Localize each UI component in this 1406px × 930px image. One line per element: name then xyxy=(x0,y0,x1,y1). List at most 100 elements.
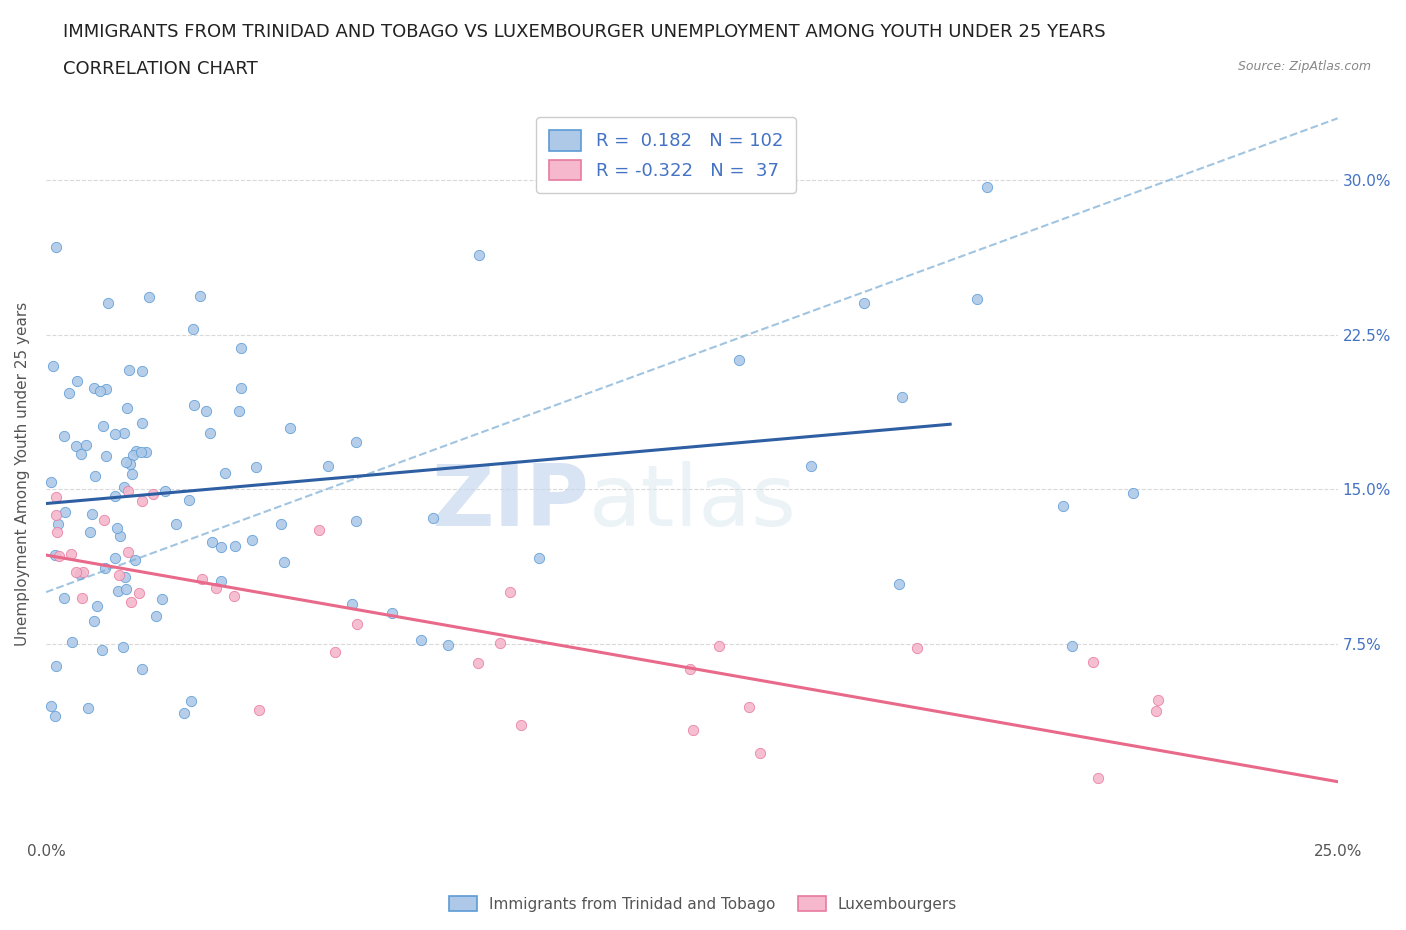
Point xyxy=(887,577,910,591)
Point xyxy=(468,247,491,262)
Point xyxy=(344,435,367,450)
Point xyxy=(150,591,173,606)
Point xyxy=(42,359,65,374)
Point xyxy=(66,374,89,389)
Point xyxy=(58,385,80,400)
Text: CORRELATION CHART: CORRELATION CHART xyxy=(63,60,259,78)
Point xyxy=(120,594,142,609)
Point xyxy=(209,539,232,554)
Point xyxy=(188,288,211,303)
Point xyxy=(270,516,292,531)
Point xyxy=(94,561,117,576)
Point xyxy=(191,571,214,586)
Point xyxy=(467,656,489,671)
Point xyxy=(224,538,246,553)
Text: atlas: atlas xyxy=(589,461,796,544)
Point xyxy=(273,554,295,569)
Point xyxy=(117,544,139,559)
Point xyxy=(682,723,704,737)
Point xyxy=(53,505,76,520)
Text: Source: ZipAtlas.com: Source: ZipAtlas.com xyxy=(1237,60,1371,73)
Point xyxy=(65,438,87,453)
Point xyxy=(131,364,153,379)
Point xyxy=(70,591,93,605)
Point xyxy=(39,475,62,490)
Point xyxy=(153,484,176,498)
Point xyxy=(110,528,132,543)
Point xyxy=(105,521,128,536)
Legend: Immigrants from Trinidad and Tobago, Luxembourgers: Immigrants from Trinidad and Tobago, Lux… xyxy=(443,889,963,918)
Point xyxy=(69,446,91,461)
Point xyxy=(852,296,875,311)
Point xyxy=(1147,693,1170,708)
Point xyxy=(749,745,772,760)
Point xyxy=(229,341,252,356)
Point xyxy=(800,458,823,473)
Point xyxy=(112,479,135,494)
Point xyxy=(145,608,167,623)
Text: IMMIGRANTS FROM TRINIDAD AND TOBAGO VS LUXEMBOURGER UNEMPLOYMENT AMONG YOUTH UND: IMMIGRANTS FROM TRINIDAD AND TOBAGO VS L… xyxy=(63,23,1107,41)
Point xyxy=(60,635,83,650)
Point xyxy=(104,427,127,442)
Point xyxy=(245,459,267,474)
Point xyxy=(409,633,432,648)
Point xyxy=(75,437,97,452)
Y-axis label: Unemployment Among Youth under 25 years: Unemployment Among Youth under 25 years xyxy=(15,301,30,645)
Point xyxy=(117,401,139,416)
Point xyxy=(76,700,98,715)
Point xyxy=(83,613,105,628)
Point xyxy=(905,640,928,655)
Point xyxy=(177,492,200,507)
Point xyxy=(124,552,146,567)
Point xyxy=(44,547,66,562)
Point xyxy=(180,694,202,709)
Point xyxy=(131,416,153,431)
Point xyxy=(278,420,301,435)
Point xyxy=(128,585,150,600)
Point xyxy=(316,458,339,473)
Point xyxy=(205,580,228,595)
Point xyxy=(122,447,145,462)
Point xyxy=(1122,485,1144,500)
Point xyxy=(118,457,141,472)
Point xyxy=(679,662,702,677)
Point xyxy=(249,702,271,717)
Point xyxy=(325,644,347,659)
Point xyxy=(891,390,914,405)
Point xyxy=(738,700,761,715)
Point xyxy=(1083,655,1105,670)
Point xyxy=(53,429,76,444)
Point xyxy=(1087,770,1109,785)
Point xyxy=(707,639,730,654)
Point xyxy=(224,589,246,604)
Point xyxy=(194,403,217,418)
Point xyxy=(93,512,115,527)
Point xyxy=(308,523,330,538)
Point xyxy=(65,565,87,579)
Point xyxy=(422,511,444,525)
Point xyxy=(231,380,253,395)
Point xyxy=(39,698,62,713)
Point xyxy=(83,380,105,395)
Point xyxy=(976,179,998,194)
Point xyxy=(114,455,136,470)
Point xyxy=(489,635,512,650)
Point xyxy=(527,551,550,565)
Point xyxy=(183,397,205,412)
Point xyxy=(94,381,117,396)
Point xyxy=(53,591,76,605)
Point xyxy=(97,296,120,311)
Point xyxy=(201,535,224,550)
Point xyxy=(728,352,751,367)
Point xyxy=(344,513,367,528)
Point xyxy=(94,448,117,463)
Point xyxy=(115,581,138,596)
Point xyxy=(79,525,101,539)
Point xyxy=(1060,639,1083,654)
Point xyxy=(89,383,111,398)
Point xyxy=(125,444,148,458)
Point xyxy=(112,425,135,440)
Point xyxy=(48,549,70,564)
Point xyxy=(46,525,69,540)
Point xyxy=(91,419,114,434)
